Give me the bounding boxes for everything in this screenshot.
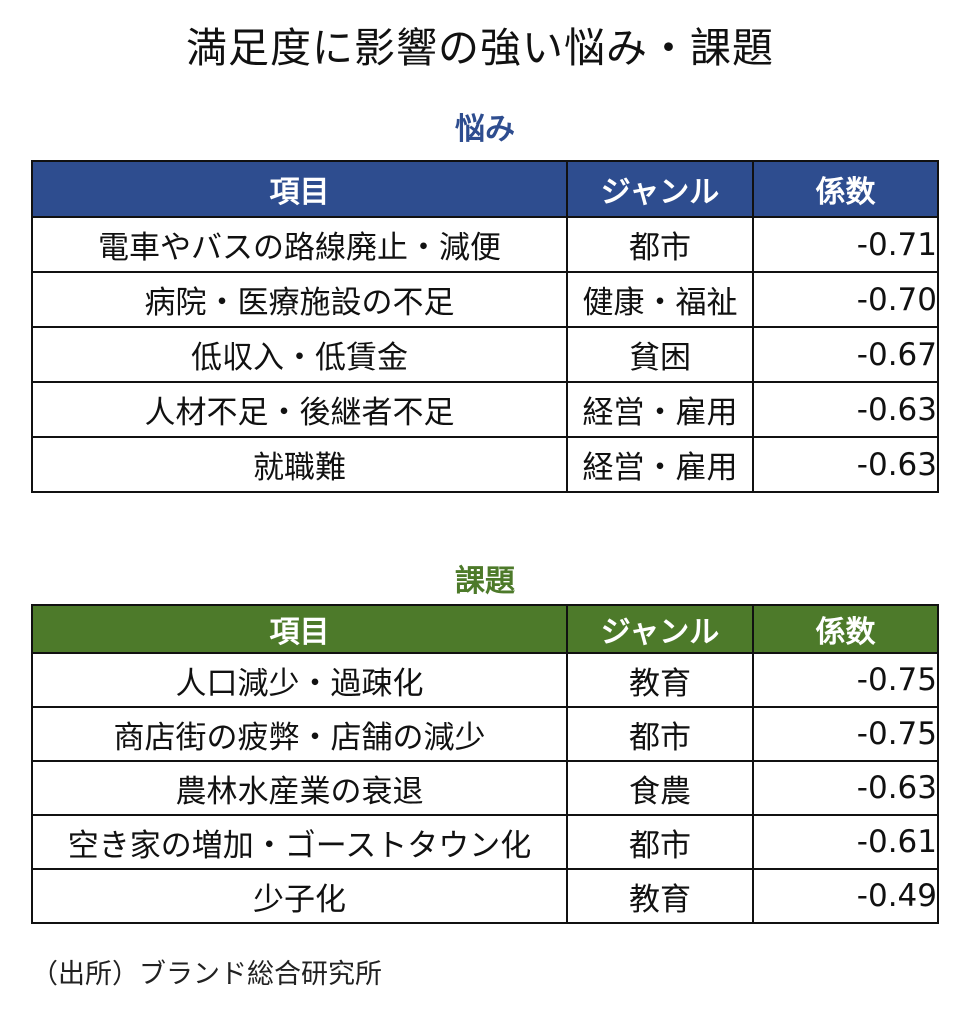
item-cell: 就職難: [31, 436, 568, 493]
table-row: 低収入・低賃金 貧困 -0.67: [31, 326, 939, 383]
genre-cell: 教育: [566, 652, 754, 708]
issues-section-title: 課題: [455, 564, 515, 599]
table-row: 農林水産業の衰退 食農 -0.63: [31, 760, 939, 816]
genre-cell: 健康・福祉: [566, 271, 754, 328]
item-cell: 農林水産業の衰退: [31, 760, 568, 816]
coefficient-cell: -0.70: [752, 271, 939, 328]
genre-cell: 都市: [566, 814, 754, 870]
item-cell: 電車やバスの路線廃止・減便: [31, 216, 568, 273]
column-header-item: 項目: [31, 160, 568, 218]
coefficient-cell: -0.75: [752, 706, 939, 762]
genre-cell: 都市: [566, 706, 754, 762]
item-cell: 空き家の増加・ゴーストタウン化: [31, 814, 568, 870]
worries-section-title: 悩み: [455, 112, 515, 147]
table-row: 少子化 教育 -0.49: [31, 868, 939, 924]
column-header-coefficient: 係数: [752, 160, 939, 218]
table-row: 空き家の増加・ゴーストタウン化 都市 -0.61: [31, 814, 939, 870]
page-title: 満足度に影響の強い悩み・課題: [186, 24, 774, 72]
issues-table: 項目 ジャンル 係数 人口減少・過疎化 教育 -0.75 商店街の疲弊・店舗の減…: [31, 604, 939, 924]
genre-cell: 経営・雇用: [566, 381, 754, 438]
genre-cell: 教育: [566, 868, 754, 924]
coefficient-cell: -0.61: [752, 814, 939, 870]
table-header-row: 項目 ジャンル 係数: [31, 604, 939, 654]
column-header-genre: ジャンル: [566, 604, 754, 654]
table-header-row: 項目 ジャンル 係数: [31, 160, 939, 218]
coefficient-cell: -0.75: [752, 652, 939, 708]
column-header-genre: ジャンル: [566, 160, 754, 218]
table-row: 商店街の疲弊・店舗の減少 都市 -0.75: [31, 706, 939, 762]
coefficient-cell: -0.67: [752, 326, 939, 383]
table-row: 人材不足・後継者不足 経営・雇用 -0.63: [31, 381, 939, 438]
coefficient-cell: -0.49: [752, 868, 939, 924]
coefficient-cell: -0.71: [752, 216, 939, 273]
genre-cell: 経営・雇用: [566, 436, 754, 493]
item-cell: 低収入・低賃金: [31, 326, 568, 383]
item-cell: 人口減少・過疎化: [31, 652, 568, 708]
table-row: 就職難 経営・雇用 -0.63: [31, 436, 939, 493]
coefficient-cell: -0.63: [752, 436, 939, 493]
worries-table: 項目 ジャンル 係数 電車やバスの路線廃止・減便 都市 -0.71 病院・医療施…: [31, 160, 939, 493]
table-row: 病院・医療施設の不足 健康・福祉 -0.70: [31, 271, 939, 328]
column-header-item: 項目: [31, 604, 568, 654]
item-cell: 商店街の疲弊・店舗の減少: [31, 706, 568, 762]
genre-cell: 貧困: [566, 326, 754, 383]
item-cell: 人材不足・後継者不足: [31, 381, 568, 438]
column-header-coefficient: 係数: [752, 604, 939, 654]
item-cell: 病院・医療施設の不足: [31, 271, 568, 328]
item-cell: 少子化: [31, 868, 568, 924]
table-row: 人口減少・過疎化 教育 -0.75: [31, 652, 939, 708]
coefficient-cell: -0.63: [752, 381, 939, 438]
coefficient-cell: -0.63: [752, 760, 939, 816]
table-row: 電車やバスの路線廃止・減便 都市 -0.71: [31, 216, 939, 273]
genre-cell: 都市: [566, 216, 754, 273]
source-note: （出所）ブランド総合研究所: [31, 959, 382, 990]
genre-cell: 食農: [566, 760, 754, 816]
